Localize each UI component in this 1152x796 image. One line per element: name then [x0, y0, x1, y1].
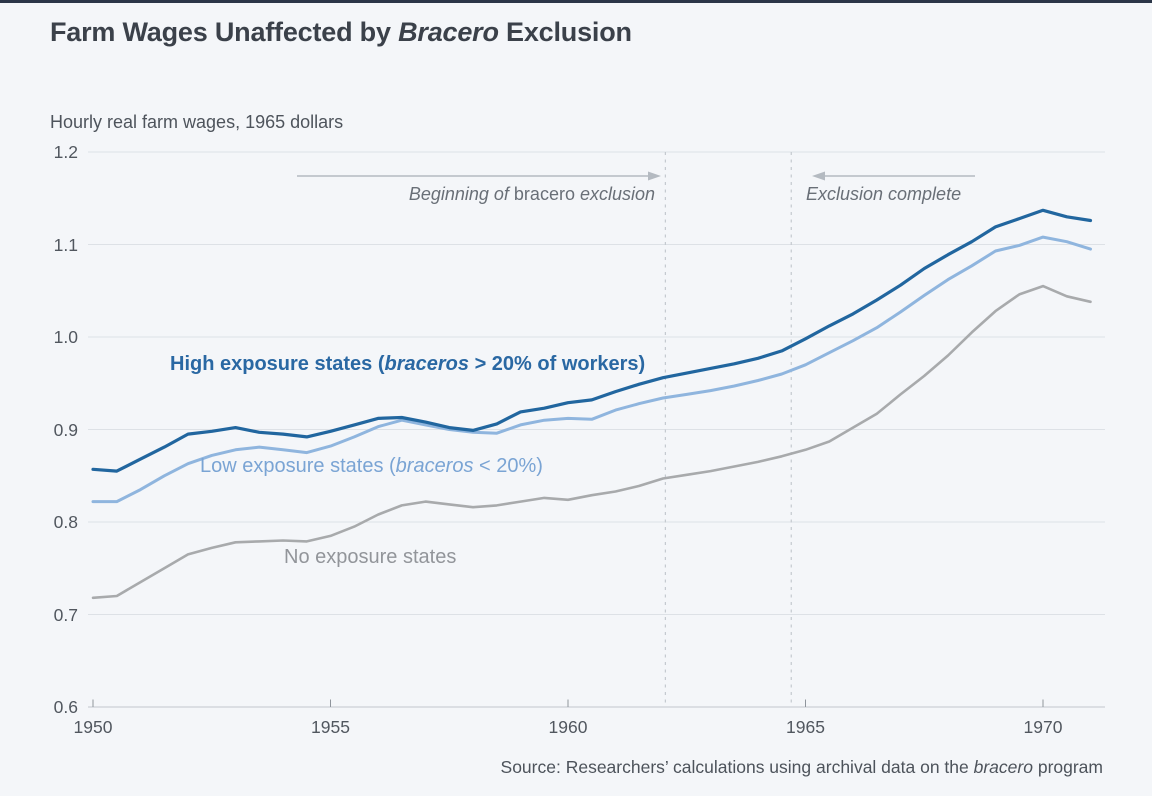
- annotation-text-suffix: exclusion: [574, 184, 655, 204]
- annotation-beginning-of-exclusion: Beginning of bracero exclusion: [409, 184, 655, 205]
- title-text: Farm Wages Unaffected by: [50, 17, 399, 47]
- x-tick-label: 1960: [548, 717, 588, 737]
- y-tick-label: 0.6: [53, 697, 78, 717]
- y-tick-label: 0.9: [53, 419, 78, 440]
- y-tick-label: 1.2: [53, 142, 78, 162]
- source-note: Source: Researchers’ calculations using …: [501, 757, 1103, 778]
- chart-title: Farm Wages Unaffected by Bracero Exclusi…: [50, 17, 632, 48]
- title-text-suffix: Exclusion: [498, 17, 632, 47]
- legend-label-low-exposure: Low exposure states (braceros < 20%): [200, 455, 543, 478]
- series-line-low-exposure: [91, 235, 1092, 504]
- exclusion-complete-arrowhead-icon: [812, 171, 825, 181]
- source-text-italic: bracero: [973, 757, 1033, 777]
- source-text: Source: Researchers’ calculations using …: [500, 757, 974, 777]
- top-accent-bar: [0, 0, 1152, 3]
- y-tick-label: 1.0: [53, 327, 78, 347]
- legend-text: Low exposure states (: [200, 455, 396, 477]
- legend-label-high-exposure: High exposure states (braceros > 20% of …: [170, 353, 645, 376]
- legend-text-italic: braceros: [384, 353, 470, 375]
- annotation-text-upright: bracero: [513, 184, 575, 204]
- x-tick-label: 1970: [1023, 717, 1063, 737]
- x-tick-label: 1950: [73, 717, 113, 737]
- legend-text-suffix: < 20%): [473, 455, 543, 477]
- x-tick-label: 1955: [311, 717, 350, 737]
- x-tick-label: 1965: [786, 717, 825, 737]
- title-italic-text: Bracero: [398, 17, 499, 47]
- y-tick-label: 1.1: [53, 234, 78, 255]
- annotation-text: Beginning of: [408, 184, 514, 204]
- source-text-suffix: program: [1032, 757, 1103, 777]
- y-axis-title: Hourly real farm wages, 1965 dollars: [50, 112, 344, 132]
- begin-exclusion-arrowhead-icon: [648, 171, 661, 181]
- series-line-high-exposure: [91, 208, 1093, 473]
- series-line-no-exposure: [91, 284, 1092, 600]
- legend-text-suffix: > 20% of workers): [469, 353, 646, 375]
- y-tick-label: 0.7: [53, 604, 78, 625]
- annotation-exclusion-complete: Exclusion complete: [806, 184, 962, 204]
- legend-text: High exposure states (: [170, 353, 385, 375]
- y-tick-label: 0.8: [53, 512, 78, 532]
- legend-label-no-exposure: No exposure states: [284, 546, 457, 568]
- legend-text-italic: braceros: [395, 455, 474, 477]
